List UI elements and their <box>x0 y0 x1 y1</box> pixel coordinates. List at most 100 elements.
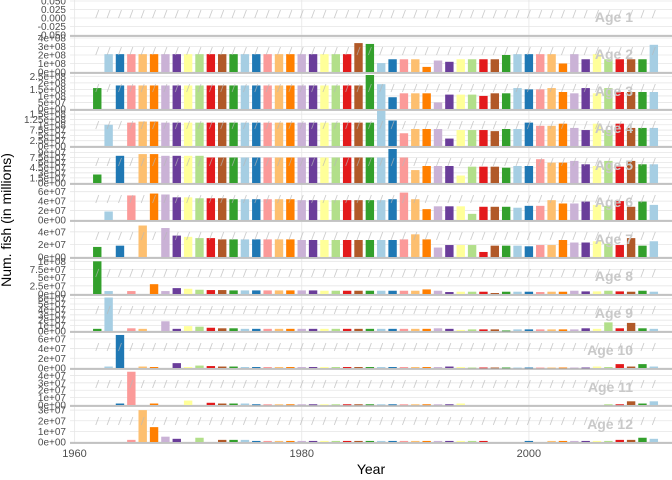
bar <box>604 130 613 146</box>
hatch-mark <box>515 46 520 56</box>
hatch-mark <box>538 83 543 93</box>
bar <box>592 204 602 220</box>
bar <box>422 328 431 331</box>
hatch-mark <box>492 83 497 93</box>
hatch-mark <box>277 157 281 167</box>
bar <box>558 92 568 109</box>
bar <box>149 54 159 72</box>
bar <box>626 322 636 331</box>
hatch-mark <box>208 9 213 19</box>
bar <box>149 367 159 369</box>
hatch-mark <box>231 342 236 352</box>
facet-label: Age 11 <box>588 379 633 395</box>
bar <box>479 59 488 72</box>
hatch-mark <box>174 9 179 19</box>
bar <box>547 367 556 369</box>
bar <box>172 363 181 368</box>
hatch-mark <box>163 379 168 389</box>
bar <box>354 328 363 331</box>
hatch-mark <box>174 231 179 241</box>
hatch-mark <box>277 416 281 426</box>
x-tick-label: 1960 <box>62 448 86 460</box>
hatch-mark <box>322 416 327 426</box>
hatch-mark <box>492 46 497 56</box>
bar <box>183 85 193 109</box>
bar <box>354 200 363 220</box>
hatch-mark <box>379 268 384 278</box>
bar <box>558 240 568 257</box>
bar <box>320 157 329 183</box>
bar <box>467 440 477 442</box>
hatch-mark <box>140 416 145 426</box>
bar <box>456 329 465 331</box>
y-tick-label: 4e+07 <box>38 344 67 355</box>
bar <box>252 122 261 146</box>
hatch-mark <box>322 268 327 278</box>
hatch-mark <box>470 194 475 204</box>
hatch-mark <box>174 157 179 167</box>
facet-label: Age 7 <box>595 231 633 247</box>
bar <box>501 55 511 72</box>
hatch-mark <box>549 83 554 93</box>
hatch-mark <box>379 342 384 352</box>
y-tick-label: 0e+00 <box>38 327 67 338</box>
bar <box>456 130 465 146</box>
hatch-mark <box>95 305 100 315</box>
hatch-mark <box>220 194 225 204</box>
bar <box>127 85 136 109</box>
bar <box>342 328 352 331</box>
bar <box>411 290 420 294</box>
hatch-mark <box>606 268 611 278</box>
bar <box>433 290 443 294</box>
bar <box>320 290 329 294</box>
hatch-mark <box>379 83 384 93</box>
bar <box>604 290 613 294</box>
bar <box>388 440 397 442</box>
bar <box>172 288 181 294</box>
bar <box>365 328 375 331</box>
hatch-mark <box>492 379 497 389</box>
bar <box>558 291 568 294</box>
hatch-mark <box>583 305 588 315</box>
y-tick-label: 2e+08 <box>38 78 67 89</box>
hatch-mark <box>651 157 656 167</box>
bar <box>320 328 329 331</box>
hatch-mark <box>572 379 577 389</box>
hatch-mark <box>481 46 486 56</box>
bar <box>308 85 318 109</box>
bar <box>320 367 329 369</box>
hatch-mark <box>106 305 111 315</box>
bar <box>649 328 659 331</box>
y-tick-label: 2.5e+07 <box>30 136 67 147</box>
y-tick-label: 0e+00 <box>38 364 67 375</box>
hatch-mark <box>492 120 497 130</box>
hatch-mark <box>220 416 225 426</box>
hatch-mark <box>367 46 372 56</box>
bar <box>467 94 477 109</box>
bar <box>195 155 204 183</box>
hatch-mark <box>470 342 475 352</box>
hatch-mark <box>356 342 361 352</box>
bar <box>626 127 636 146</box>
bar <box>297 404 306 406</box>
facet-label: Age 1 <box>595 9 633 25</box>
hatch-mark <box>390 120 395 130</box>
hatch-mark <box>572 46 577 56</box>
bar <box>308 200 318 220</box>
bar <box>229 157 238 183</box>
bar <box>570 203 579 220</box>
hatch-mark <box>231 416 236 426</box>
bar <box>411 367 420 369</box>
hatch-mark <box>595 46 599 56</box>
bar <box>229 366 238 368</box>
bar <box>388 97 397 109</box>
bar <box>638 201 647 220</box>
hatch-mark <box>106 120 111 130</box>
hatch-mark <box>492 194 497 204</box>
bar <box>263 239 272 257</box>
hatch-mark <box>106 83 111 93</box>
bar <box>183 155 193 183</box>
hatch-mark <box>538 120 543 130</box>
